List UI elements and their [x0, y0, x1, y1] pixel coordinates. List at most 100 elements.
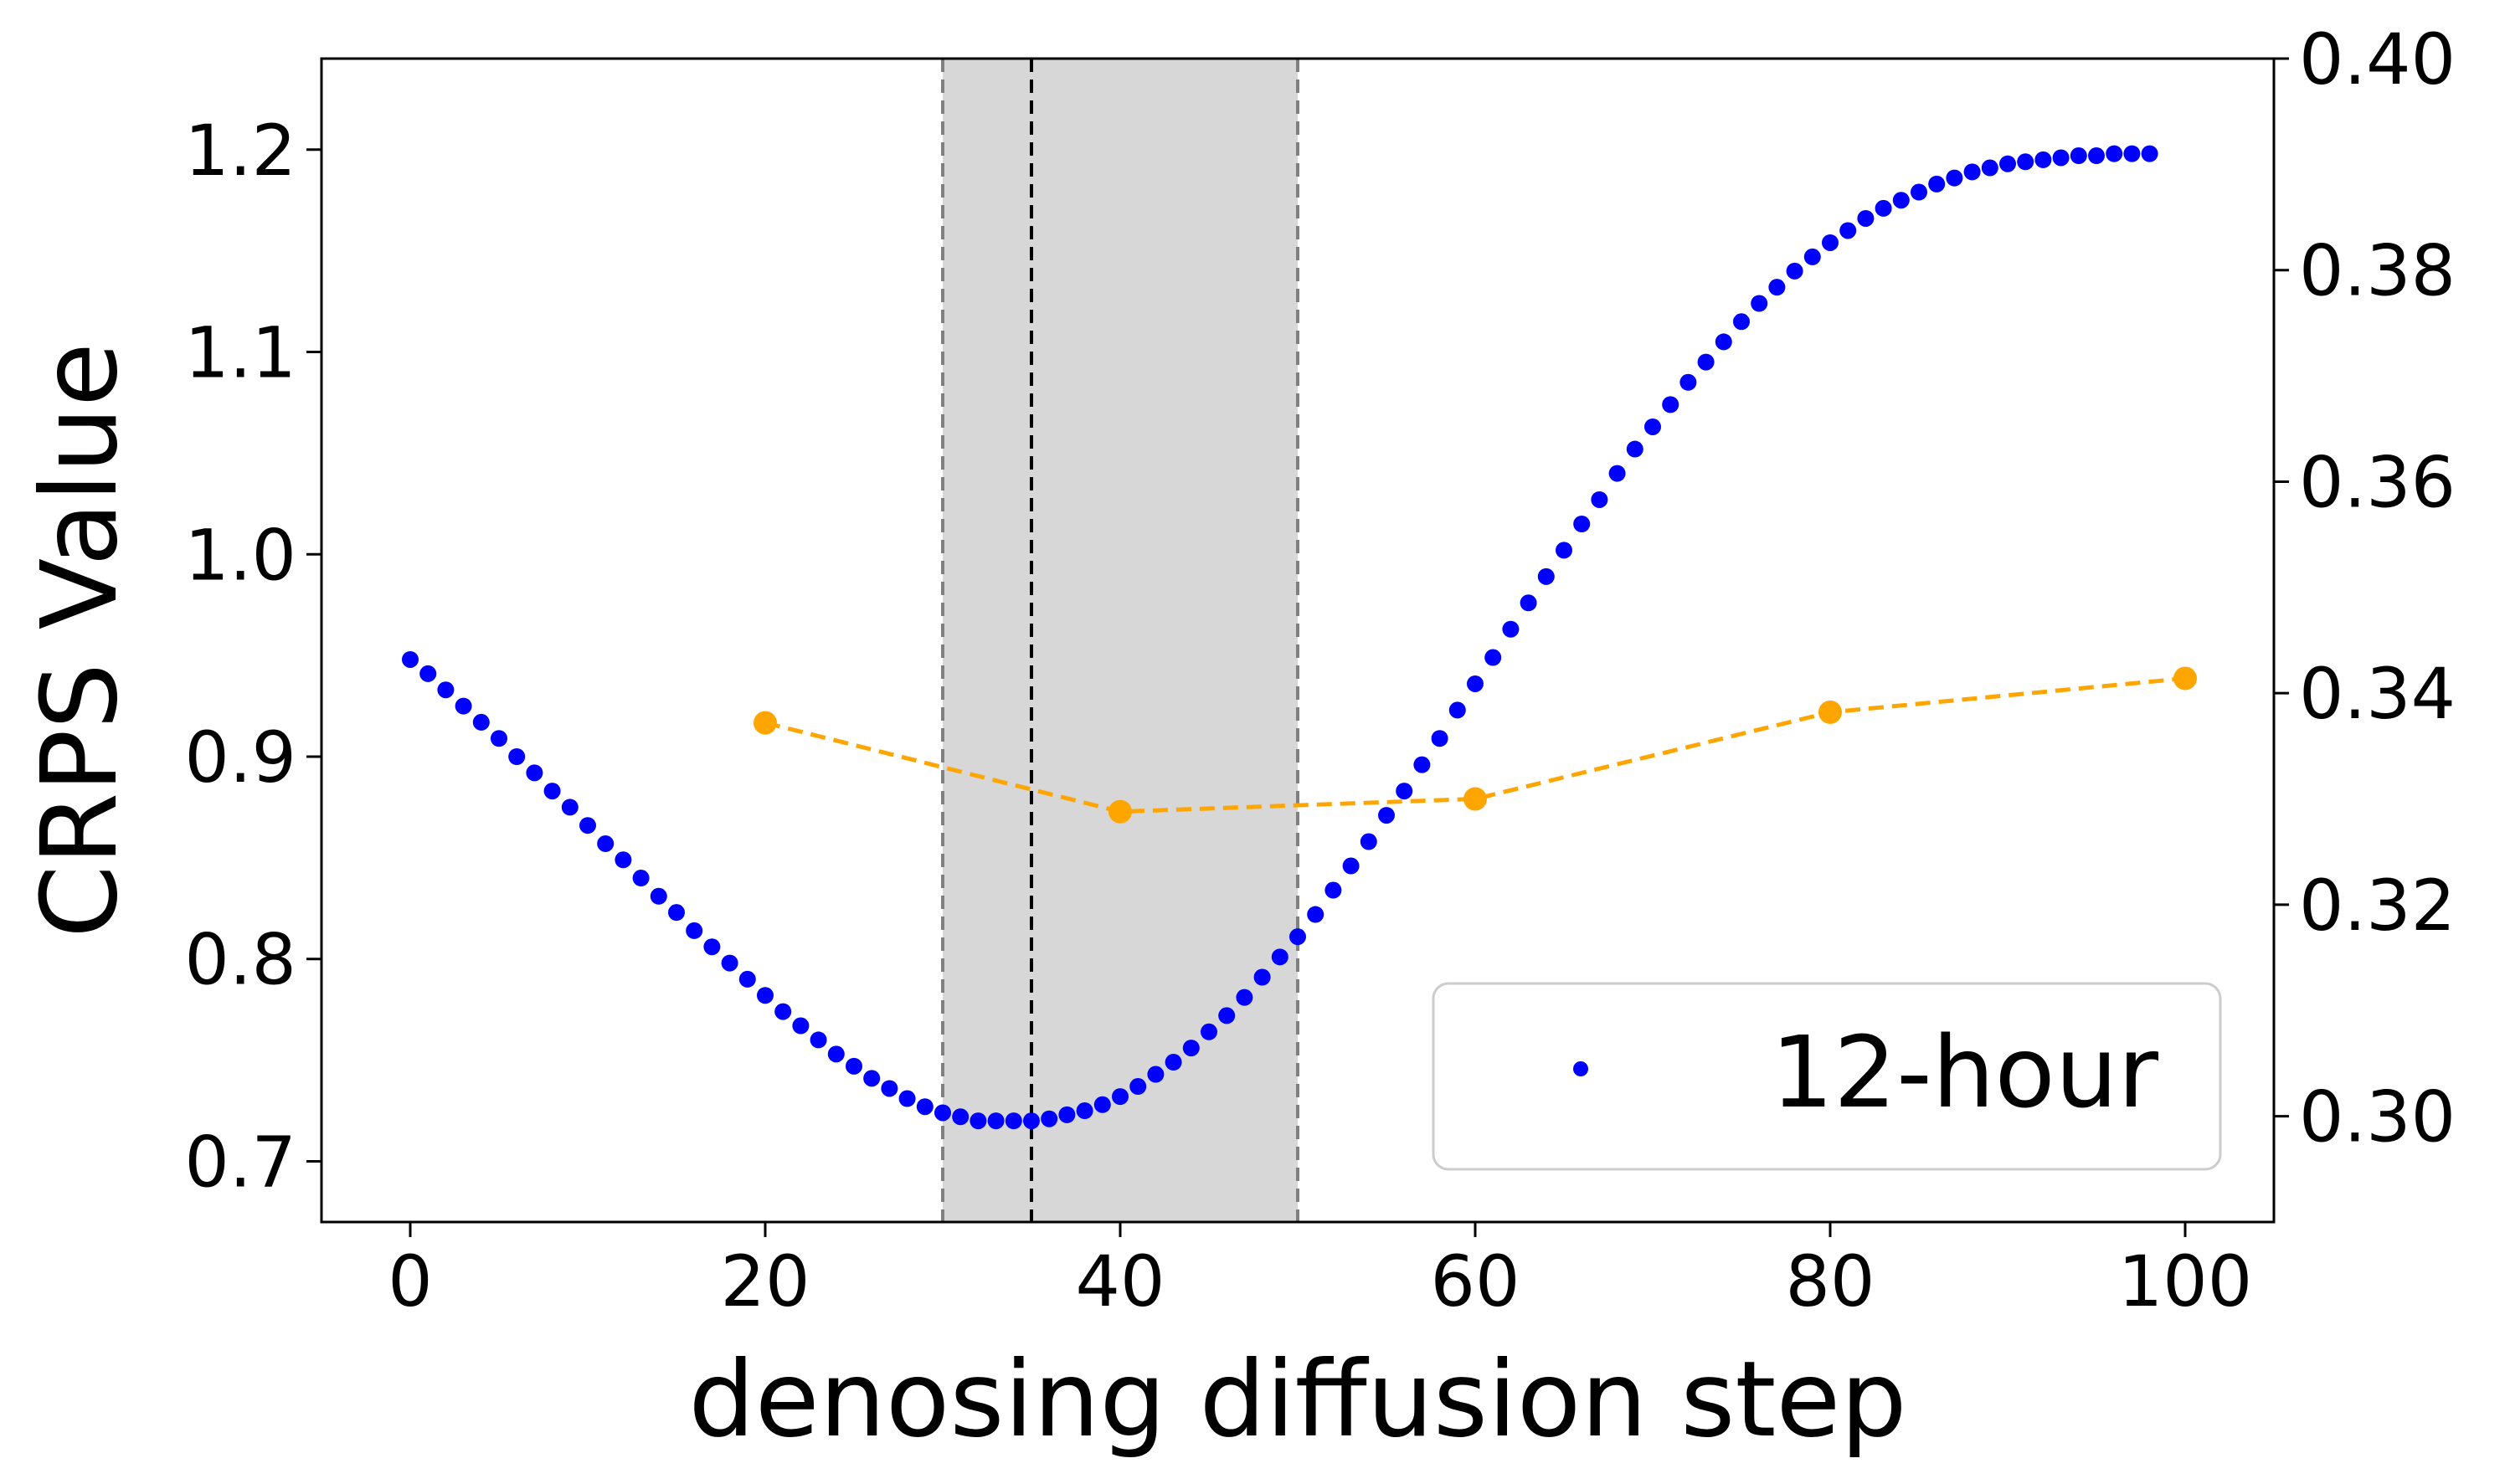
- point-12-hour: [1289, 928, 1306, 946]
- point-12-hour: [1608, 465, 1626, 482]
- point-right-axis: [1463, 787, 1487, 811]
- point-12-hour: [1520, 594, 1537, 612]
- y-tick-label: 1.0: [184, 514, 296, 596]
- point-12-hour: [437, 681, 455, 699]
- y2-tick-label: 0.32: [2299, 865, 2456, 947]
- point-12-hour: [987, 1112, 1005, 1130]
- x-tick-label: 40: [1076, 1240, 1165, 1322]
- point-12-hour: [579, 817, 596, 834]
- point-12-hour: [1786, 262, 1803, 280]
- point-12-hour: [1715, 333, 1732, 351]
- point-12-hour: [1963, 163, 1981, 181]
- point-12-hour: [916, 1098, 934, 1116]
- point-12-hour: [1324, 881, 1342, 899]
- y2-axis-ticks: 0.30 0.32 0.34 0.36 0.38 0.40: [2274, 18, 2456, 1158]
- point-12-hour: [455, 697, 472, 715]
- point-12-hour: [686, 922, 703, 939]
- point-12-hour: [2034, 151, 2052, 168]
- point-12-hour: [1733, 313, 1750, 331]
- point-12-hour: [1662, 396, 1679, 413]
- point-12-hour: [1182, 1040, 1200, 1057]
- shaded-region: [943, 59, 1298, 1222]
- point-12-hour: [1803, 248, 1821, 265]
- point-12-hour: [1537, 567, 1555, 585]
- point-12-hour: [2070, 147, 2087, 165]
- series-layer: [402, 145, 2197, 1130]
- point-12-hour: [650, 887, 667, 905]
- legend-marker-12-hour: [1573, 1061, 1588, 1076]
- point-12-hour: [632, 870, 650, 887]
- point-12-hour: [1911, 183, 1927, 201]
- point-12-hour: [1626, 440, 1643, 458]
- point-12-hour: [543, 783, 561, 800]
- point-12-hour: [1467, 675, 1484, 692]
- point-12-hour: [668, 904, 685, 922]
- y2-tick-label: 0.40: [2299, 18, 2456, 100]
- point-12-hour: [1556, 542, 1572, 559]
- vertical-lines-layer: [941, 59, 1299, 1222]
- point-12-hour: [1253, 968, 1271, 986]
- point-12-hour: [1342, 857, 1360, 875]
- point-12-hour: [402, 650, 419, 668]
- point-12-hour: [1413, 756, 1431, 773]
- point-12-hour: [1644, 418, 1661, 435]
- y2-tick-label: 0.34: [2299, 653, 2456, 735]
- point-12-hour: [1201, 1023, 1217, 1040]
- y-axis-title: CRPS Value: [19, 342, 141, 938]
- point-12-hour: [526, 764, 543, 782]
- x-tick-label: 60: [1431, 1240, 1520, 1322]
- point-12-hour: [1129, 1078, 1147, 1096]
- point-12-hour: [881, 1080, 898, 1097]
- shaded-region-layer: [943, 59, 1298, 1222]
- point-12-hour: [2123, 145, 2141, 162]
- series-line-right-axis: [764, 676, 2186, 814]
- point-12-hour: [1165, 1054, 1182, 1071]
- x-tick-label: 20: [721, 1240, 810, 1322]
- point-12-hour: [1591, 490, 1608, 508]
- point-12-hour: [1573, 516, 1591, 532]
- point-right-axis: [1818, 700, 1842, 724]
- point-12-hour: [1093, 1096, 1111, 1113]
- point-12-hour: [2106, 145, 2123, 162]
- point-12-hour: [508, 748, 526, 765]
- point-12-hour: [1822, 234, 1839, 251]
- legend-label-12-hour: 12-hour: [1771, 1014, 2158, 1130]
- point-12-hour: [827, 1045, 845, 1063]
- legend-box: [1432, 982, 2222, 1171]
- point-12-hour: [774, 1003, 792, 1020]
- point-right-axis: [1108, 799, 1132, 824]
- point-12-hour: [934, 1104, 951, 1122]
- point-12-hour: [1875, 199, 1892, 217]
- point-12-hour: [491, 730, 507, 747]
- y-tick-label: 0.9: [184, 716, 296, 798]
- point-12-hour: [1502, 620, 1520, 638]
- point-12-hour: [738, 970, 756, 988]
- point-12-hour: [1076, 1102, 1093, 1120]
- point-12-hour: [1768, 279, 1786, 296]
- y-tick-label: 1.1: [184, 312, 296, 394]
- legend: 12-hour: [1432, 982, 2222, 1171]
- point-12-hour: [1005, 1112, 1022, 1130]
- point-12-hour: [1396, 783, 1413, 800]
- point-12-hour: [757, 987, 774, 1004]
- point-12-hour: [970, 1112, 987, 1130]
- point-12-hour: [863, 1070, 881, 1087]
- point-12-hour: [1892, 192, 1910, 209]
- point-12-hour: [810, 1031, 827, 1049]
- point-12-hour: [2052, 149, 2070, 167]
- point-12-hour: [1271, 948, 1288, 966]
- point-12-hour: [419, 665, 437, 682]
- point-12-hour: [1023, 1112, 1040, 1130]
- point-12-hour: [1058, 1106, 1076, 1123]
- point-12-hour: [615, 851, 632, 869]
- point-12-hour: [792, 1017, 810, 1035]
- y-tick-label: 0.7: [184, 1121, 296, 1203]
- point-12-hour: [1307, 906, 1324, 923]
- x-tick-label: 0: [388, 1240, 432, 1322]
- point-12-hour: [1431, 730, 1448, 747]
- point-12-hour: [703, 938, 721, 956]
- point-12-hour: [2088, 147, 2105, 165]
- point-12-hour: [561, 798, 579, 816]
- x-axis-ticks: 0 20 40 60 80 100: [388, 1222, 2252, 1322]
